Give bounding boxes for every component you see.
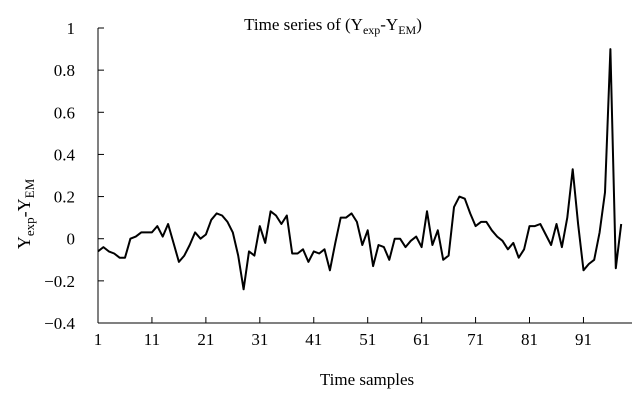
- x-tick-label: 71: [467, 330, 484, 349]
- chart-title: Time series of (Yexp-YEM): [244, 15, 422, 37]
- series-line: [97, 48, 623, 291]
- y-tick-label: −0.2: [44, 272, 75, 291]
- x-tick-label: 1: [94, 330, 103, 349]
- y-tick-label: 0.6: [54, 103, 75, 122]
- y-tick-label: 1: [67, 19, 76, 38]
- series-group: [97, 48, 623, 291]
- y-axis-label: Yexp-YEM: [14, 178, 37, 249]
- x-tick-label: 81: [521, 330, 538, 349]
- x-tick-label: 41: [305, 330, 322, 349]
- x-tick-label: 21: [197, 330, 214, 349]
- x-tick-label: 61: [413, 330, 430, 349]
- x-axis-label: Time samples: [320, 370, 414, 389]
- x-tick-label: 91: [575, 330, 592, 349]
- x-tick-label: 51: [359, 330, 376, 349]
- y-tick-label: 0: [67, 230, 76, 249]
- y-tick-label: 0.8: [54, 61, 75, 80]
- y-axis-ticks: 1 0.8 0.6 0.4 0.2 0 −0.2 −0.4: [44, 19, 104, 333]
- y-tick-label: 0.2: [54, 188, 75, 207]
- x-tick-label: 31: [251, 330, 268, 349]
- y-tick-label: 0.4: [54, 145, 76, 164]
- x-tick-label: 11: [144, 330, 160, 349]
- x-axis-ticks: 1 11 21 31 41 51 61 71 81 91: [94, 317, 592, 349]
- y-tick-label: −0.4: [44, 314, 75, 333]
